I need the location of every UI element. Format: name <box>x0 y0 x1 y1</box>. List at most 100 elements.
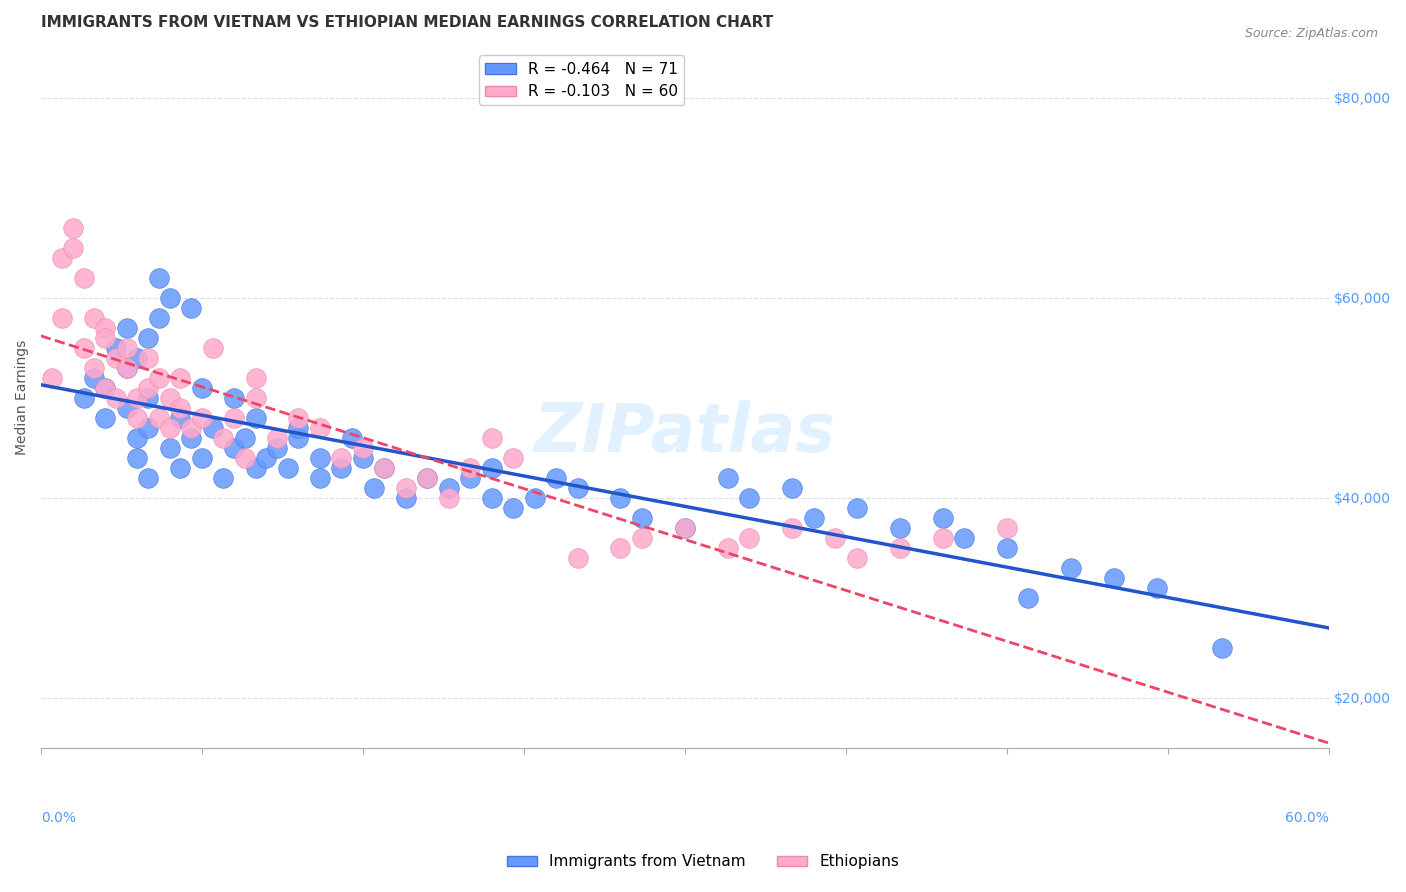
Point <box>169 460 191 475</box>
Point <box>73 341 96 355</box>
Point <box>191 410 214 425</box>
Point <box>136 391 159 405</box>
Text: 60.0%: 60.0% <box>1285 811 1329 824</box>
Point <box>1146 581 1168 595</box>
Point <box>136 381 159 395</box>
Point <box>609 491 631 505</box>
Point <box>115 360 138 375</box>
Point <box>1017 591 1039 605</box>
Point <box>201 341 224 355</box>
Point <box>330 450 353 465</box>
Point <box>266 441 288 455</box>
Point <box>148 370 170 384</box>
Point <box>738 531 761 545</box>
Point <box>330 460 353 475</box>
Point <box>287 431 309 445</box>
Point <box>889 521 911 535</box>
Point <box>180 421 202 435</box>
Point <box>104 391 127 405</box>
Point <box>94 381 117 395</box>
Point <box>352 441 374 455</box>
Point <box>222 441 245 455</box>
Point <box>115 401 138 415</box>
Point <box>845 500 868 515</box>
Point <box>287 410 309 425</box>
Point <box>104 351 127 365</box>
Point <box>631 510 654 524</box>
Point <box>94 331 117 345</box>
Point <box>546 471 568 485</box>
Y-axis label: Median Earnings: Median Earnings <box>15 340 30 456</box>
Point <box>481 491 503 505</box>
Point <box>136 331 159 345</box>
Point <box>502 450 524 465</box>
Point <box>889 541 911 555</box>
Point <box>233 431 256 445</box>
Point <box>609 541 631 555</box>
Point <box>780 481 803 495</box>
Point <box>127 391 149 405</box>
Point <box>1104 571 1126 585</box>
Point <box>245 391 267 405</box>
Point <box>340 431 363 445</box>
Point <box>159 421 181 435</box>
Point <box>481 431 503 445</box>
Point <box>673 521 696 535</box>
Point <box>62 220 84 235</box>
Point <box>245 460 267 475</box>
Point <box>41 370 63 384</box>
Point <box>824 531 846 545</box>
Point <box>148 270 170 285</box>
Point <box>1060 560 1083 574</box>
Text: IMMIGRANTS FROM VIETNAM VS ETHIOPIAN MEDIAN EARNINGS CORRELATION CHART: IMMIGRANTS FROM VIETNAM VS ETHIOPIAN MED… <box>41 15 773 30</box>
Point <box>104 341 127 355</box>
Point <box>995 541 1018 555</box>
Point <box>287 421 309 435</box>
Point <box>222 391 245 405</box>
Point <box>416 471 439 485</box>
Point <box>780 521 803 535</box>
Point <box>191 381 214 395</box>
Point <box>115 341 138 355</box>
Point <box>159 291 181 305</box>
Point <box>148 310 170 325</box>
Point <box>395 491 418 505</box>
Point <box>631 531 654 545</box>
Point <box>953 531 976 545</box>
Point <box>803 510 825 524</box>
Point <box>245 370 267 384</box>
Point <box>1211 640 1233 655</box>
Point <box>717 541 740 555</box>
Point <box>222 410 245 425</box>
Point <box>136 471 159 485</box>
Point <box>845 550 868 565</box>
Point <box>169 401 191 415</box>
Point <box>437 491 460 505</box>
Point <box>1060 790 1083 805</box>
Point <box>363 481 385 495</box>
Point <box>277 460 299 475</box>
Point <box>180 431 202 445</box>
Point <box>201 421 224 435</box>
Point <box>673 521 696 535</box>
Point <box>136 421 159 435</box>
Point <box>94 381 117 395</box>
Point <box>931 510 953 524</box>
Point <box>127 431 149 445</box>
Point <box>83 360 105 375</box>
Point <box>567 481 589 495</box>
Legend: R = -0.464   N = 71, R = -0.103   N = 60: R = -0.464 N = 71, R = -0.103 N = 60 <box>479 55 685 105</box>
Point <box>51 310 73 325</box>
Legend: Immigrants from Vietnam, Ethiopians: Immigrants from Vietnam, Ethiopians <box>501 848 905 875</box>
Point <box>523 491 546 505</box>
Point <box>159 391 181 405</box>
Text: ZIPatlas: ZIPatlas <box>534 400 837 466</box>
Point <box>180 301 202 315</box>
Point <box>212 431 235 445</box>
Point <box>458 460 481 475</box>
Point <box>94 410 117 425</box>
Point <box>266 431 288 445</box>
Point <box>995 521 1018 535</box>
Point <box>352 450 374 465</box>
Point <box>83 310 105 325</box>
